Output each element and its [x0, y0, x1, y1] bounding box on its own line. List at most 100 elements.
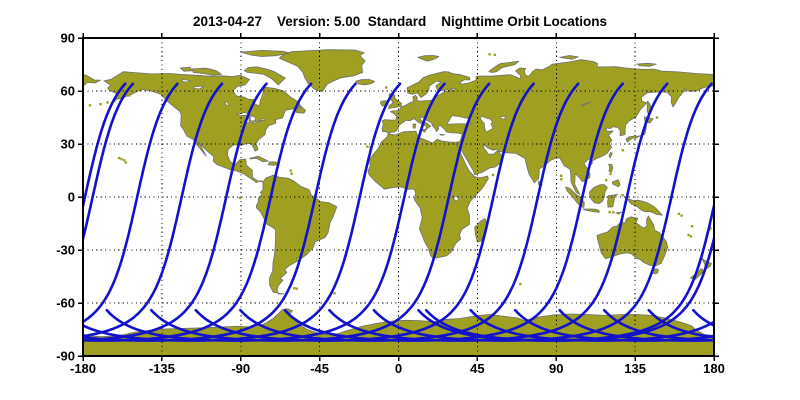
x-tick-label: -90 [231, 361, 250, 376]
lake-aral [500, 115, 506, 120]
orbit-track [469, 308, 714, 342]
land-crete [439, 133, 445, 136]
land-taiwan [608, 152, 613, 159]
orbit-track [83, 82, 127, 212]
island-dot [385, 86, 388, 89]
orbit-track [83, 82, 179, 324]
axis-layer [78, 33, 719, 361]
x-tick-label: 180 [703, 361, 725, 376]
land-new-guinea [0, 199, 31, 216]
island-dot [289, 169, 292, 172]
orbit-track [83, 82, 357, 342]
land-svalbard [417, 55, 440, 62]
lake-ontario [258, 118, 266, 121]
axis-labels: -180 -135 -90 -45 0 45 90 135 180 90 60 30 0 -30 -60 -9… [56, 31, 725, 377]
orbit-track [372, 82, 713, 342]
orbit-track [83, 82, 135, 244]
orbit-track [83, 82, 402, 342]
island-dot [612, 211, 615, 214]
island-dot [99, 103, 102, 106]
land-honshu [0, 124, 16, 142]
y-tick-label: -30 [56, 243, 75, 258]
lake-black-sea [446, 115, 472, 125]
island-dot [655, 116, 659, 119]
x-tick-label: -45 [310, 361, 329, 376]
land-timor [615, 211, 622, 215]
island-dot [689, 235, 693, 238]
y-tick-label: 0 [68, 190, 75, 205]
land-eurasia [381, 59, 714, 195]
island-dot [608, 211, 611, 214]
land-severnaya-zemlya [559, 55, 579, 60]
land-north-america [103, 71, 302, 183]
land-nz-south [59, 269, 73, 280]
lake-great-bear [180, 79, 191, 83]
island-dot [128, 94, 131, 97]
lake-erie [252, 120, 262, 125]
island-dot [491, 173, 495, 177]
island-dot [488, 53, 491, 56]
land-baffin [243, 66, 286, 86]
island-dot [621, 194, 624, 197]
island-dot [117, 156, 121, 160]
land-newfoundland [294, 106, 306, 114]
land-mindanao [611, 179, 621, 188]
land-new-guinea [627, 198, 663, 216]
island-dot [690, 225, 694, 228]
land-south-america [255, 174, 338, 295]
y-tick-label: -60 [56, 296, 75, 311]
island-dot [88, 104, 92, 107]
orbit-track [194, 82, 535, 342]
orbit-track [513, 308, 714, 342]
island-dot [120, 158, 123, 161]
island-dot [290, 172, 293, 175]
land-hispaniola [267, 161, 279, 166]
island-dot [493, 53, 497, 56]
island-dot [519, 282, 522, 286]
x-tick-label: -135 [149, 361, 175, 376]
island-dot [605, 179, 608, 182]
plot-render-root: -180 -135 -90 -45 0 45 90 135 180 90 60 30 0 -30 -60 -9… [0, 31, 725, 377]
island-dot [106, 101, 109, 104]
island-dot [123, 159, 126, 162]
orbit-track [83, 82, 268, 342]
land-tasmania [21, 269, 27, 274]
land-victoria-island [192, 67, 222, 76]
island-dot [609, 172, 612, 176]
land-greenland [278, 49, 366, 92]
island-dot [333, 292, 336, 295]
lake-huron [249, 115, 256, 122]
land-java [582, 208, 600, 213]
lake-caspian [480, 115, 494, 133]
map-layer [0, 38, 714, 356]
land-borneo [589, 184, 608, 204]
orbit-track [328, 82, 669, 342]
island-dot [366, 145, 369, 148]
land-iceland [355, 79, 376, 86]
orbit-track [417, 199, 714, 342]
land-ellesmere [240, 50, 291, 57]
land-hokkaido [13, 117, 22, 123]
land-new-siberian [636, 62, 657, 67]
land-australia [0, 216, 37, 266]
x-tick-label: 135 [624, 361, 646, 376]
island-dot [621, 149, 625, 152]
land-sumatra [565, 186, 585, 208]
y-tick-label: 60 [61, 84, 75, 99]
land-sardinia [412, 123, 417, 129]
island-dot [560, 174, 563, 177]
x-tick-label: 45 [470, 361, 484, 376]
island-dot [238, 196, 242, 200]
island-dot [677, 212, 681, 215]
y-tick-label: 30 [61, 137, 75, 152]
land-africa [367, 130, 489, 259]
plot-title: 2013-04-27 Version: 5.00 Standard Nightt… [193, 14, 607, 29]
grid-layer [83, 38, 714, 356]
orbit-track [239, 82, 580, 342]
y-tick-label: -90 [56, 349, 75, 364]
land-honshu [625, 123, 647, 143]
orbit-track [83, 82, 313, 342]
x-tick-label: 0 [395, 361, 402, 376]
